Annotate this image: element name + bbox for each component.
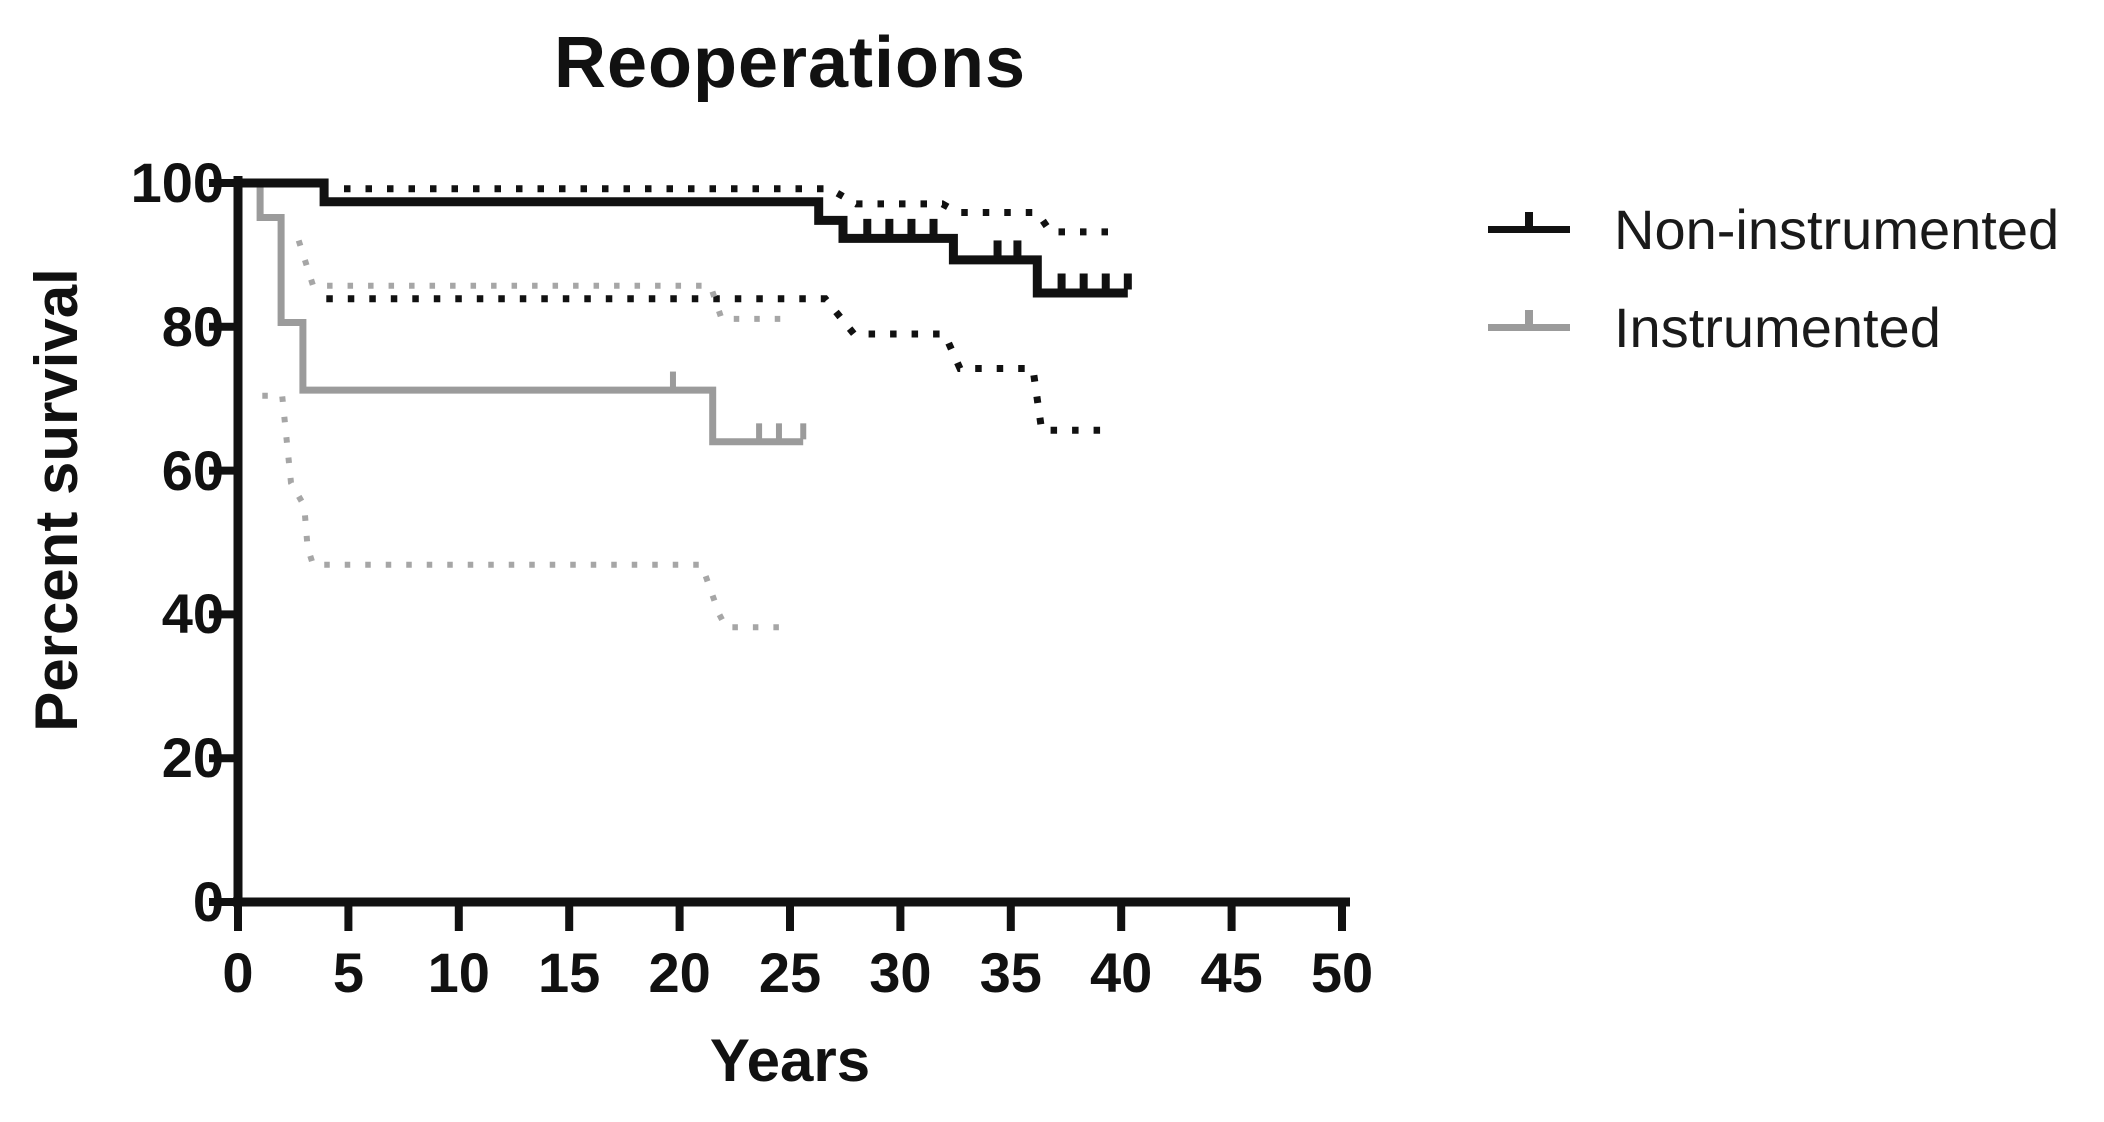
legend-label-instrumented: Instrumented: [1614, 295, 1941, 359]
y-tick-label-0: 0: [192, 870, 224, 933]
non-instrumented-line-icon: [1488, 209, 1570, 249]
series-non-instrumented-ci-upper: [344, 185, 1111, 236]
y-tick-label-100: 100: [130, 151, 224, 214]
y-tick-label-40: 40: [161, 582, 224, 646]
series-non-instrumented-ci-lower: [326, 295, 1108, 434]
instrumented-line-icon: [1488, 307, 1570, 347]
x-axis-label: Years: [709, 1027, 871, 1094]
x-tick-label-30: 30: [869, 941, 932, 1004]
y-tick-label-20: 20: [161, 726, 224, 790]
x-tick-label-15: 15: [538, 941, 601, 1004]
legend-item-non-instrumented: Non-instrumented: [1488, 192, 2059, 266]
legend: Non-instrumented Instrumented: [1488, 192, 2059, 388]
x-tick-label-35: 35: [979, 941, 1042, 1004]
chart-title: Reoperations: [553, 23, 1027, 103]
series-instrumented-ci-upper: [295, 239, 788, 322]
legend-item-instrumented: Instrumented: [1488, 290, 2059, 364]
x-tick-label-50: 50: [1310, 941, 1374, 1004]
x-tick-label-0: 0: [222, 941, 254, 1004]
x-tick-label-20: 20: [648, 941, 711, 1004]
y-tick-label-80: 80: [161, 294, 224, 358]
series-instrumented-estimate: [238, 179, 804, 446]
series-instrumented-ci-lower: [262, 392, 790, 631]
x-tick-label-5: 5: [332, 941, 364, 1004]
x-tick-label-40: 40: [1090, 941, 1153, 1004]
x-tick-label-45: 45: [1200, 941, 1263, 1004]
legend-label-non-instrumented: Non-instrumented: [1614, 197, 2060, 261]
x-tick-label-25: 25: [758, 941, 822, 1004]
x-tick-label-10: 10: [427, 941, 490, 1004]
series-non-instrumented-estimate: [238, 178, 1128, 298]
y-tick-label-60: 60: [161, 438, 224, 502]
